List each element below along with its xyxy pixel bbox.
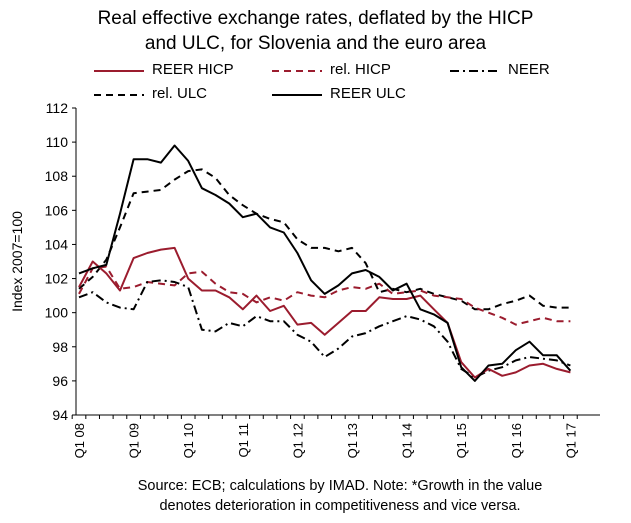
legend-label-reer-ulc: REER ULC xyxy=(330,85,406,102)
y-tick-label: 108 xyxy=(45,168,69,184)
y-tick-label: 96 xyxy=(52,373,68,389)
source-note-line-2: denotes deterioration in competitiveness… xyxy=(159,498,521,514)
x-tick-label: Q1 17 xyxy=(563,423,578,458)
x-tick-label: Q1 12 xyxy=(290,423,305,458)
y-tick-label: 98 xyxy=(52,339,68,355)
y-tick-label: 110 xyxy=(46,134,69,150)
x-tick-label: Q1 14 xyxy=(400,423,415,458)
y-tick-label: 104 xyxy=(45,236,69,252)
chart-title-line-1: Real effective exchange rates, deflated … xyxy=(97,8,534,29)
x-tick-label: Q1 08 xyxy=(72,423,87,458)
series-line-rel-hicp xyxy=(78,265,571,326)
legend-swatch-reer-hicp xyxy=(94,70,144,72)
y-tick-label: 112 xyxy=(46,100,69,116)
x-tick-label: Q1 16 xyxy=(509,423,524,458)
source-note-line-1: Source: ECB; calculations by IMAD. Note:… xyxy=(137,478,543,494)
y-tick-label: 106 xyxy=(45,202,69,218)
x-tick-label: Q1 15 xyxy=(454,423,469,458)
legend-swatch-reer-ulc xyxy=(272,94,322,96)
y-tick-label: 100 xyxy=(45,305,69,321)
legend-swatch-rel-hicp xyxy=(272,70,322,72)
legend-label-rel-hicp: rel. HICP xyxy=(330,61,391,78)
legend-swatch-rel-ulc xyxy=(94,94,144,96)
legend-swatch-neer xyxy=(450,70,500,72)
x-tick-label: Q1 09 xyxy=(127,423,142,458)
legend-label-neer: NEER xyxy=(508,61,550,78)
series-line-reer-hicp xyxy=(78,246,571,379)
x-tick-label: Q1 10 xyxy=(181,423,196,458)
legend-item-rel-hicp: rel. HICP xyxy=(270,60,440,80)
chart-title-line-2: and ULC, for Slovenia and the euro area xyxy=(144,33,487,54)
legend-item-reer-ulc: REER ULC xyxy=(270,84,460,104)
legend-item-neer: NEER xyxy=(448,60,598,80)
legend-label-reer-hicp: REER HICP xyxy=(152,61,234,78)
y-tick-label: 102 xyxy=(45,271,69,287)
chart-title: Real effective exchange rates, deflated … xyxy=(0,6,631,56)
series-line-rel-ulc xyxy=(78,168,571,311)
y-tick-label: 94 xyxy=(52,407,68,423)
legend-label-rel-ulc: rel. ULC xyxy=(152,85,208,102)
x-tick-label: Q1 11 xyxy=(236,423,251,457)
legend-item-rel-ulc: rel. ULC xyxy=(92,84,262,104)
x-tick-label: Q1 13 xyxy=(345,423,360,458)
legend-item-reer-hicp: REER HICP xyxy=(92,60,292,80)
series-line-reer-ulc xyxy=(78,144,572,382)
source-note: Source: ECB; calculations by IMAD. Note:… xyxy=(60,476,620,516)
y-axis-label: Index 2007=100 xyxy=(9,211,25,312)
